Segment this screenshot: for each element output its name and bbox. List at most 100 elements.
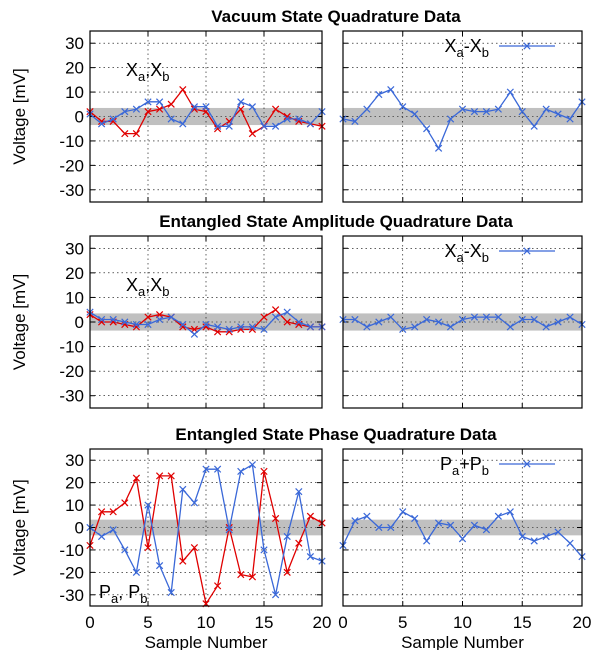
- data-point: [190, 544, 199, 552]
- data-point: [190, 330, 199, 338]
- data-point: [283, 115, 291, 123]
- data-point: [423, 125, 431, 133]
- data-point: [518, 107, 526, 116]
- data-point: [132, 129, 141, 138]
- data-point: [518, 532, 526, 541]
- data-point: [121, 318, 129, 326]
- data-point: [482, 107, 491, 116]
- data-point: [179, 557, 187, 565]
- y-tick-label: 10: [65, 496, 84, 515]
- data-point: [554, 528, 562, 536]
- y-tick-label: -10: [59, 541, 84, 560]
- data-point: [295, 539, 303, 547]
- data-point: [225, 328, 233, 336]
- data-point: [260, 467, 268, 476]
- data-point: [283, 318, 291, 326]
- y-tick-label: -10: [59, 132, 84, 151]
- data-point: [155, 105, 164, 113]
- data-point: [260, 546, 268, 554]
- data-point: [155, 315, 164, 324]
- data-point: [121, 499, 129, 507]
- data-point: [97, 508, 106, 516]
- legend-subscript: a: [457, 250, 465, 265]
- data-point: [144, 107, 152, 116]
- data-point: [306, 553, 315, 561]
- data-point: [237, 98, 245, 106]
- chart-panel: Xa-Xb: [339, 30, 586, 203]
- data-point: [248, 461, 257, 469]
- data-point: [202, 465, 210, 473]
- data-point: [506, 323, 514, 331]
- x-tick-label: 15: [513, 613, 532, 632]
- data-point: [260, 122, 268, 130]
- legend-subscript: a: [457, 45, 465, 60]
- plot-frame: [342, 235, 583, 409]
- x-tick-label: 10: [453, 613, 472, 632]
- data-point: [190, 103, 199, 111]
- data-point: [167, 313, 175, 321]
- data-point: [423, 315, 431, 324]
- data-point: [470, 521, 479, 529]
- series-legend-label: Xa-Xb: [445, 36, 490, 60]
- legend-text: X: [126, 275, 138, 295]
- data-point: [97, 120, 106, 128]
- data-point: [167, 472, 175, 480]
- data-point: [225, 526, 233, 534]
- data-point: [306, 512, 315, 520]
- data-point: [155, 562, 164, 570]
- data-point: [458, 535, 467, 543]
- data-point: [387, 313, 395, 321]
- data-point: [237, 323, 245, 331]
- data-point: [213, 323, 222, 331]
- data-point: [179, 86, 187, 94]
- y-tick-label: 10: [65, 288, 84, 307]
- legend-subscript: b: [482, 45, 489, 60]
- data-point: [423, 537, 431, 545]
- data-point: [144, 313, 152, 321]
- data-point: [470, 313, 479, 321]
- y-tick-label: 30: [65, 34, 84, 53]
- data-point: [225, 325, 233, 333]
- data-point: [213, 582, 222, 590]
- legend-text: P: [440, 454, 452, 474]
- x-axis-label: Sample Number: [401, 633, 524, 650]
- legend-subscript: a: [138, 284, 146, 299]
- legend-text: X: [126, 60, 138, 80]
- x-tick-label: 5: [143, 613, 152, 632]
- data-point: [155, 98, 164, 106]
- data-point: [387, 523, 395, 532]
- data-point: [399, 325, 407, 333]
- legend-text: P: [99, 582, 111, 602]
- data-point: [202, 320, 210, 329]
- data-point: [351, 517, 359, 525]
- data-point: [271, 306, 280, 314]
- legend-text: ,: [145, 275, 150, 295]
- data-point: [179, 485, 187, 493]
- series-legend-label: Xa,Xb: [126, 60, 170, 84]
- chart-panel: Xa-Xb: [339, 235, 586, 409]
- series-legend-label: Pa+Pb: [440, 454, 489, 478]
- x-tick-label: 15: [255, 613, 274, 632]
- data-point: [542, 532, 550, 541]
- data-point: [518, 315, 526, 324]
- data-point: [132, 320, 141, 329]
- data-point: [363, 512, 371, 520]
- y-tick-label: 0: [75, 313, 84, 332]
- data-point: [458, 105, 467, 113]
- data-point: [144, 320, 152, 329]
- data-point: [375, 318, 383, 326]
- legend-subscript: a: [452, 463, 460, 478]
- y-tick-label: -20: [59, 362, 84, 381]
- data-point: [494, 313, 502, 321]
- data-point: [144, 98, 152, 106]
- y-tick-label: -20: [59, 156, 84, 175]
- legend-sample-marker: [523, 460, 531, 468]
- legend-text: X: [150, 60, 162, 80]
- y-tick-label: 20: [65, 264, 84, 283]
- data-point: [132, 105, 141, 113]
- data-point: [506, 88, 514, 96]
- plot-frame: [89, 235, 323, 409]
- legend-subscript: b: [482, 463, 489, 478]
- data-point: [530, 537, 538, 545]
- legend-subscript: a: [138, 69, 146, 84]
